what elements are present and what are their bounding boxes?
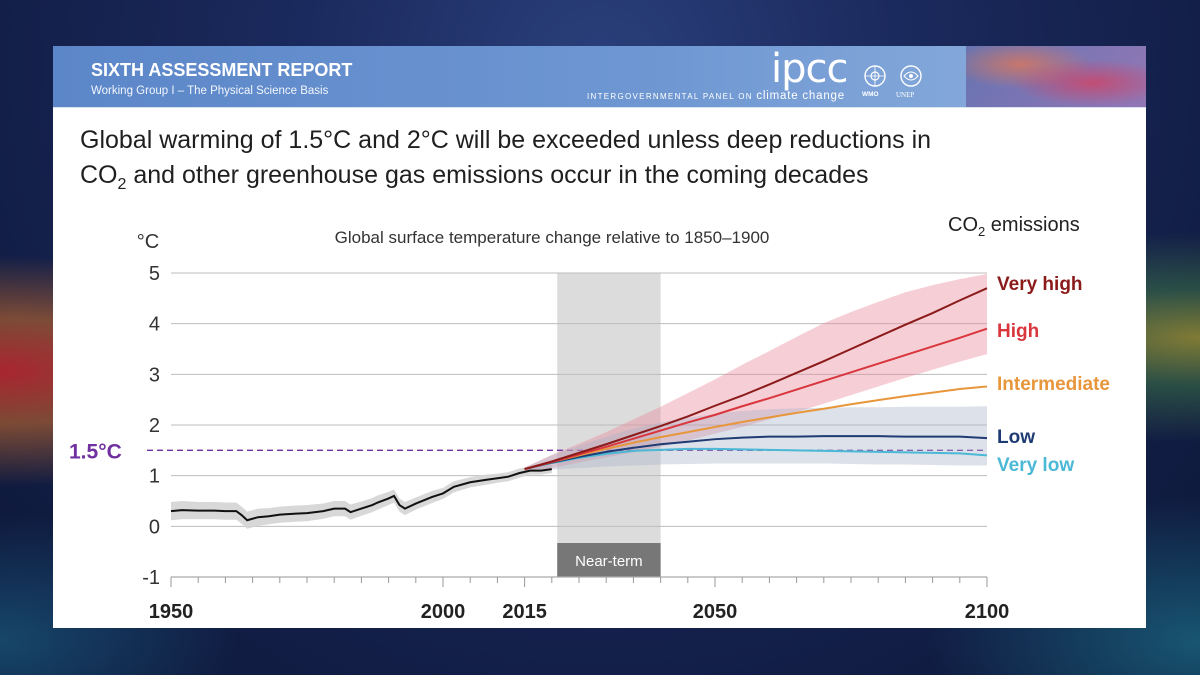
historical-uncertainty-band [171,465,552,529]
series-line-intermediate [524,385,988,471]
headline-line-1: Global warming of 1.5°C and 2°C will be … [80,126,932,154]
y-tick-label: 3 [149,364,160,386]
x-tick-label: 1950 [149,601,194,623]
chart-labels: 5 4 3 2 1 0 -1 °C 1950 2000 2015 2050 2100 1.5°C Very … [69,214,1110,623]
ipcc-logo: ipcc [771,46,848,92]
series-label-intermediate: Intermediate [997,374,1110,395]
legend-title-rest: emissions [985,214,1079,236]
unep-emblem-icon [900,65,922,87]
ipcc-tagline-caps: INTERGOVERNMENTAL PANEL ON [587,92,753,101]
unep-label: UNEP [896,91,915,99]
y-tick-label: 2 [149,415,160,437]
series-line-low [524,435,988,471]
legend-title-subscript: 2 [978,224,985,239]
headline-line-2: CO2 and other greenhouse gas emissions o… [80,158,1120,202]
wmo-label: WMO [862,91,879,98]
ipcc-tagline: INTERGOVERNMENTAL PANEL ON climate chang… [587,90,845,102]
x-tick-label: 2100 [965,601,1010,623]
chart-title: Global surface temperature change relati… [335,228,770,247]
projection-band-low [524,406,987,471]
report-subtitle: Working Group I – The Physical Science B… [91,85,329,97]
legend-title-co: CO [948,214,978,236]
x-tick-label: 2050 [693,601,738,623]
threshold-label: 1.5°C [69,440,122,463]
y-tick-label: 5 [149,263,160,285]
y-tick-label: 0 [149,516,160,538]
series-line-very-low [524,447,988,471]
series-line-high [524,327,988,471]
headline-co-subscript: 2 [117,176,127,193]
chart-axes [170,576,988,587]
chart-series-lines [170,287,988,522]
y-tick-label: 4 [149,314,160,336]
x-tick-label: 2015 [502,601,547,623]
series-label-very-high: Very high [997,274,1083,295]
headline: Global warming of 1.5°C and 2°C will be … [80,123,1120,202]
wmo-emblem-icon [864,65,886,87]
series-line-very-high [524,287,988,471]
historical-line [170,468,552,522]
series-label-high: High [997,321,1039,342]
y-tick-label: 1 [149,466,160,488]
y-tick-label: -1 [142,567,160,589]
report-header: SIXTH ASSESSMENT REPORT Working Group I … [53,46,1146,108]
series-label-low: Low [997,427,1035,448]
header-texture-image [966,46,1146,107]
series-label-very-low: Very low [997,455,1074,476]
x-tick-label: 2000 [421,601,466,623]
near-term-label-box [557,543,661,577]
headline-co: CO [80,161,118,189]
near-term-label: Near-term [575,553,643,570]
ipcc-tagline-cc: climate change [756,90,845,102]
legend-title: CO2 emissions [948,214,1080,239]
headline-line-2-rest: and other greenhouse gas emissions occur… [126,161,869,189]
projection-band-very-high [524,274,987,471]
y-axis-unit-label: °C [137,231,159,253]
report-title: SIXTH ASSESSMENT REPORT [91,60,353,80]
uncertainty-bands [171,274,987,529]
